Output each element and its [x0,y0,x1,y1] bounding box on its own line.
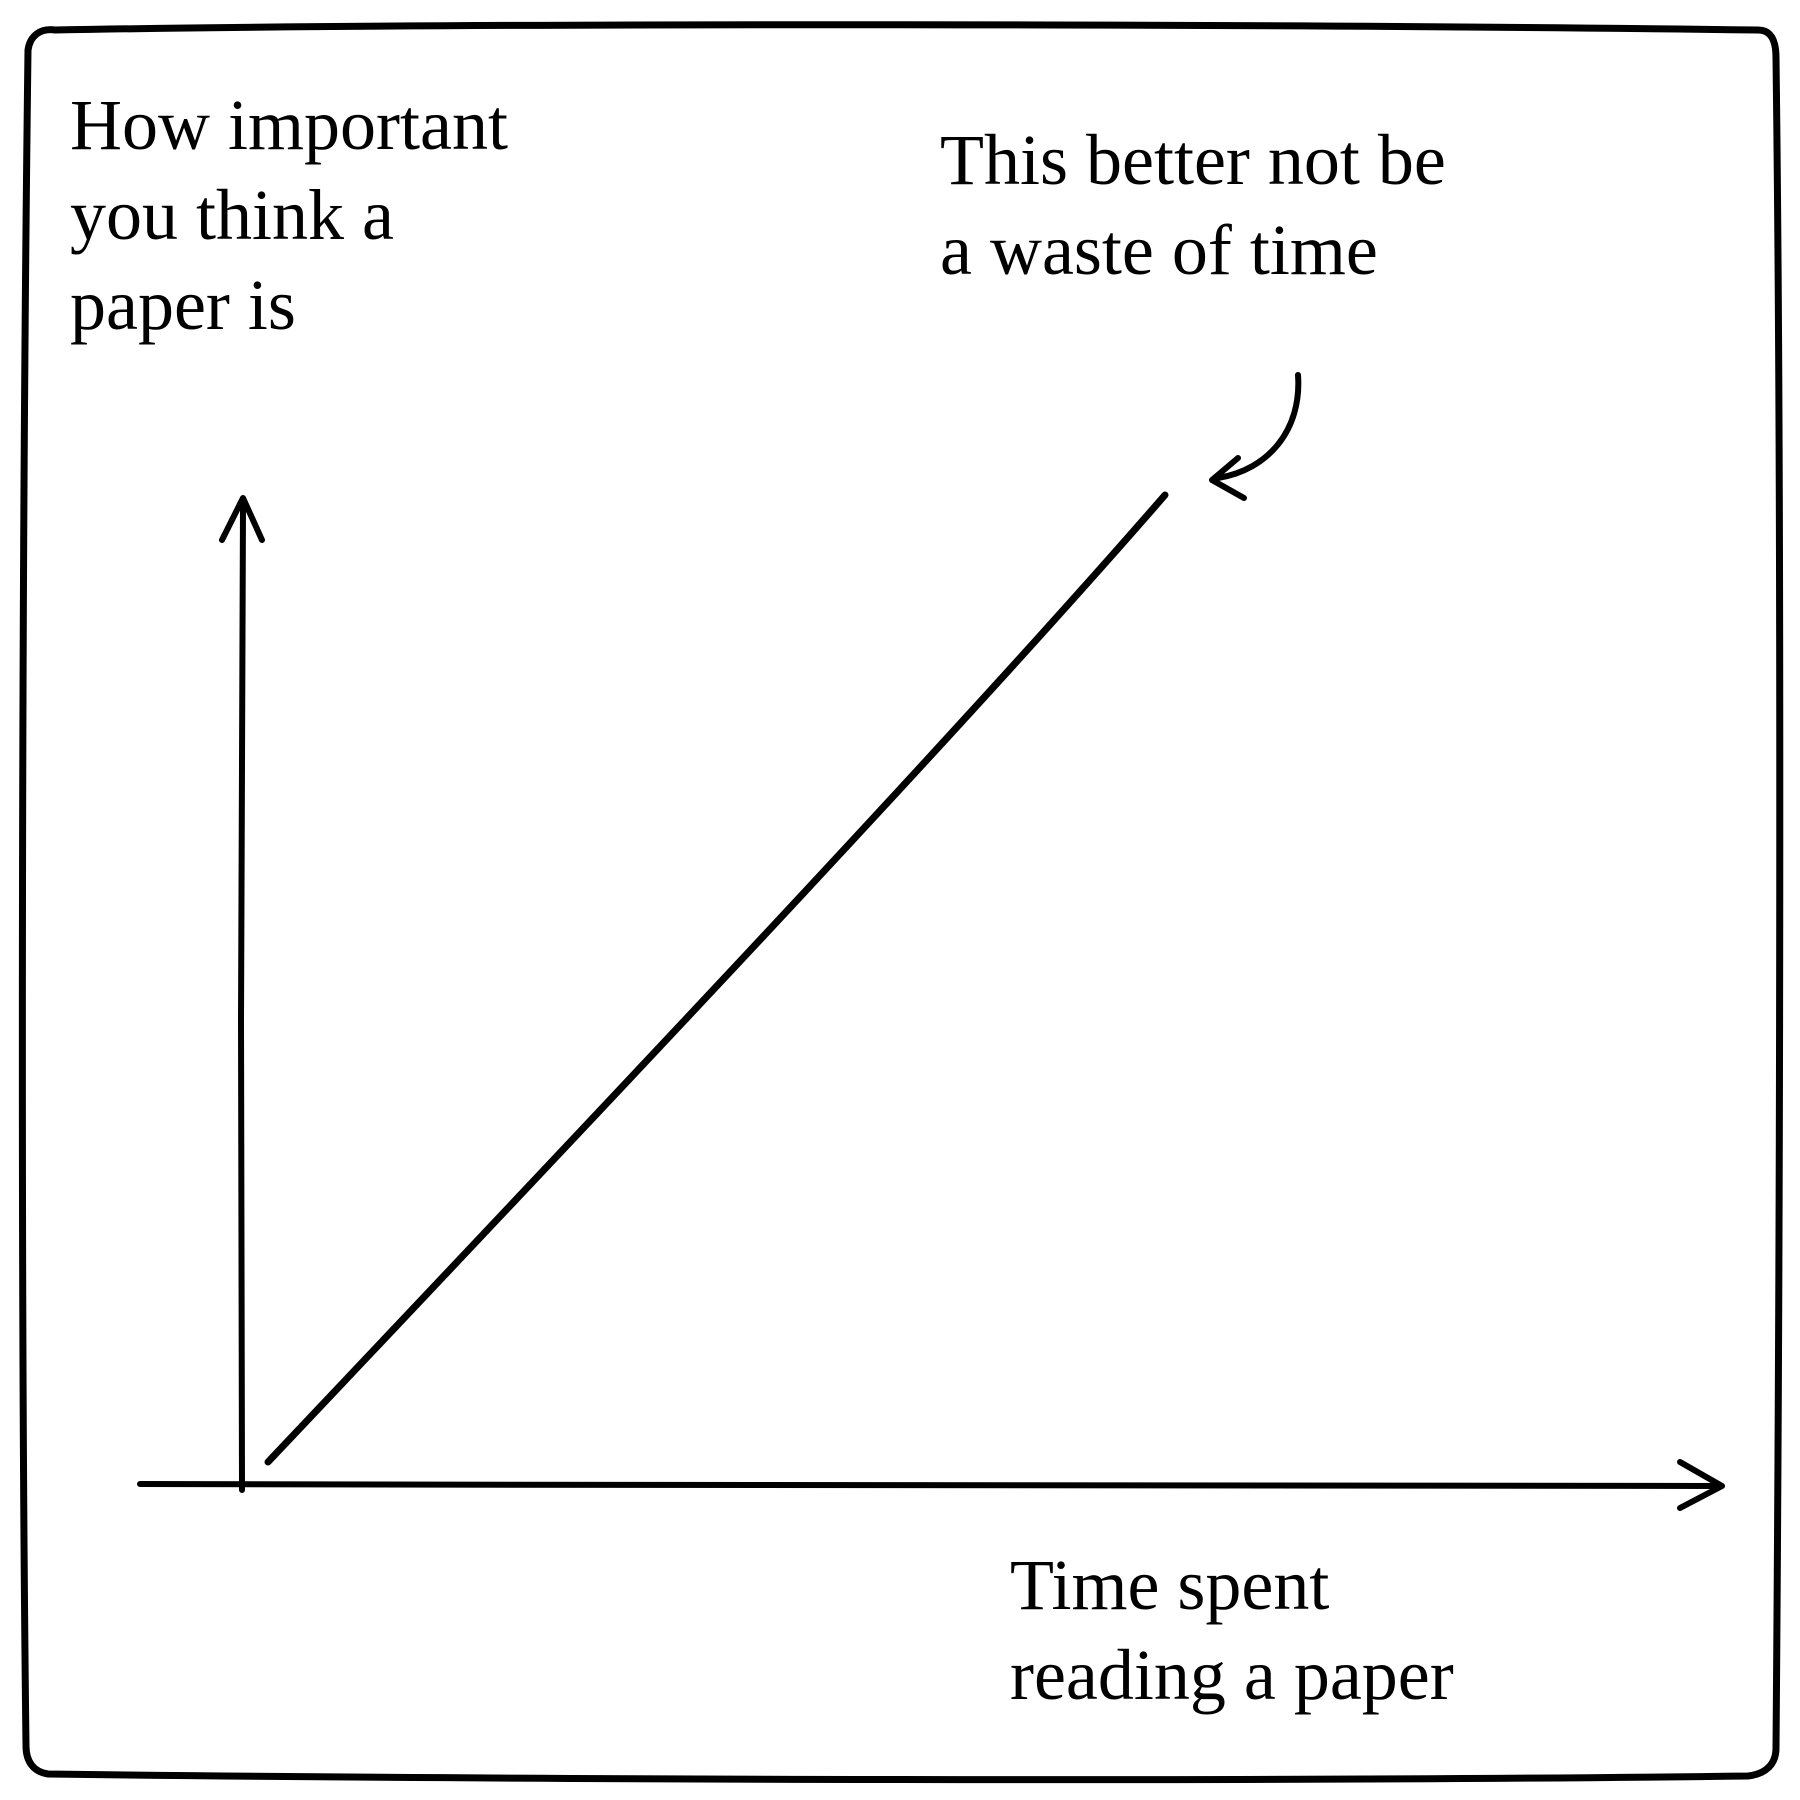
annotation-label: This better not be a waste of time [940,115,1446,295]
x-axis-label: Time spent reading a paper [1010,1540,1454,1720]
x-axis-line [140,1484,1716,1486]
y-axis-line [241,505,243,1490]
data-line [268,495,1165,1462]
y-axis-label: How important you think a paper is [70,80,508,350]
